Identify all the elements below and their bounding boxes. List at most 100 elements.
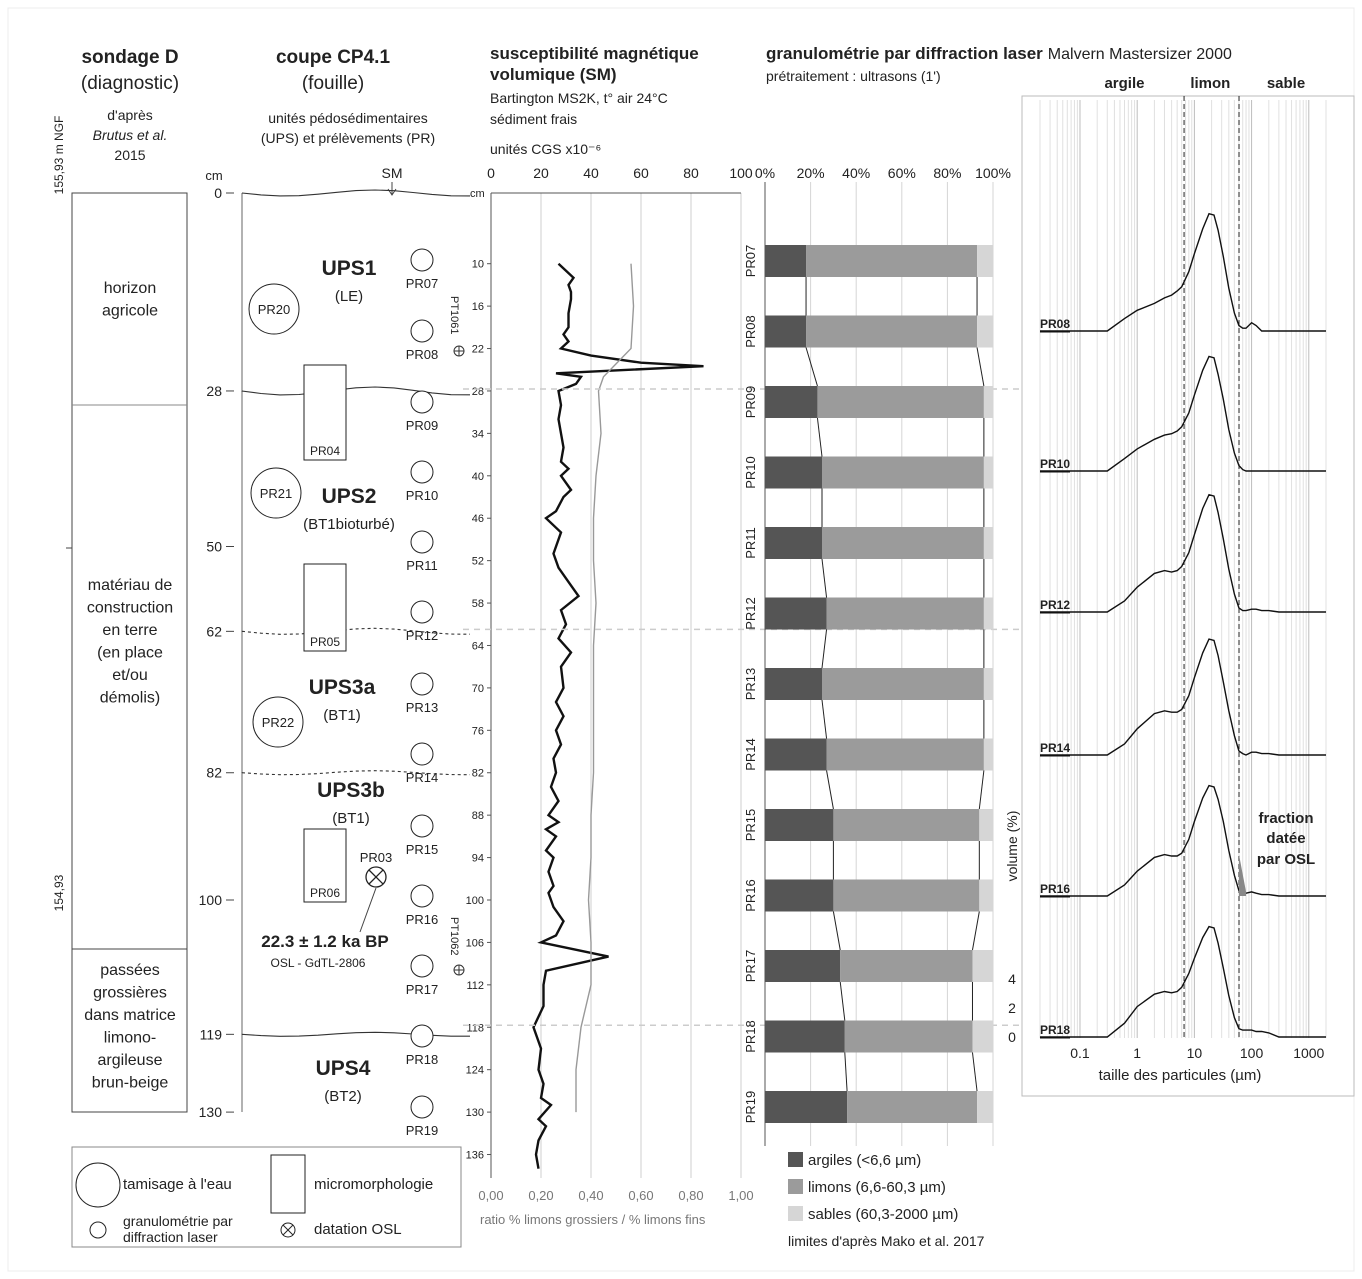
laser-sample-label: PR10 [406, 488, 439, 503]
sm-depth-tick-label: 100 [466, 895, 484, 907]
grain-connector [976, 347, 985, 387]
ups-name: UPS3a [309, 676, 376, 699]
pt1062-marker: PT1062 [448, 917, 465, 976]
sm-depth-tick-label: 52 [472, 556, 484, 568]
wet-sieve-sample-label: PR21 [260, 486, 293, 501]
ups-boundary [241, 386, 471, 396]
osl-sample: PR03 22.3 ± 1.2 ka BP OSL - GdTL-2806 [261, 850, 392, 970]
altitude-bottom: 154,93 [52, 874, 66, 911]
class-label: sable [1267, 75, 1305, 92]
wet-sieve-sample-label: PR20 [258, 302, 291, 317]
osl-fraction-label-1: fraction [1258, 810, 1313, 827]
ratio-bottom-tick: 0,40 [578, 1188, 603, 1203]
horizon-line: grossières [93, 984, 167, 1001]
laser-sample [410, 1095, 434, 1119]
sondage-d-box [71, 192, 188, 1113]
grain-legend-swatch [788, 1179, 803, 1194]
distribution-curve [1040, 925, 1326, 1038]
sm-depth-tick-label: 88 [472, 810, 484, 822]
grain-bar-segment [822, 456, 984, 489]
horizon-line: limono- [104, 1029, 156, 1046]
distribution-x-tick: 1000 [1293, 1045, 1324, 1061]
altitude-top: 155,93 m NGF [52, 116, 66, 195]
pt1062-label: PT1062 [448, 917, 460, 956]
distribution-curve-label: PR16 [1040, 882, 1070, 896]
ups-name: UPS3b [317, 779, 385, 802]
grain-bar-segment [822, 527, 984, 559]
grain-x-tick: 20% [797, 165, 825, 181]
sm-top-tick: 20 [533, 165, 549, 181]
grain-category-label: PR11 [743, 527, 758, 559]
depth-tick-label: 62 [206, 623, 222, 639]
horizon-construction: matériau de construction en terre (en place… [87, 577, 173, 707]
grain-size-chart: granulométrie par diffraction laser Malve… [743, 44, 1232, 1249]
sondage-d-ref-1: d'après [107, 107, 152, 123]
distribution-class-labels: argile limon sable [1104, 75, 1305, 92]
grain-bar-segment [765, 1091, 848, 1123]
class-label: argile [1104, 75, 1144, 92]
grain-bar-segment [983, 456, 993, 489]
sm-depth-tick-label: 10 [472, 259, 484, 271]
grain-chart-title: granulométrie par diffraction laser Malve… [766, 44, 1232, 63]
grain-category-label: PR15 [743, 809, 758, 842]
legend-wet-sieve: tamisage à l'eau [123, 1176, 232, 1193]
grain-bar-segment [983, 738, 993, 771]
ups-sub: (BT1) [323, 707, 361, 724]
grain-bar-segment [977, 1091, 993, 1123]
grain-x-ticks: 0% 20% 40% 60% 80% 100% [755, 165, 1011, 181]
volume-axis-label: volume (%) [1004, 811, 1020, 882]
distribution-frame [1021, 95, 1355, 1097]
sm-depth-tick-label: 22 [472, 344, 484, 356]
sondage-d-subtitle: (diagnostic) [81, 73, 179, 94]
distribution-curve-label: PR18 [1040, 1023, 1070, 1037]
sm-depth-unit: cm [470, 188, 485, 200]
depth-tick-label: 100 [199, 892, 223, 908]
sm-depth-tick-label: 118 [466, 1022, 484, 1034]
ups-sub: (BT2) [324, 1088, 362, 1105]
micromorphology-label: PR04 [310, 444, 340, 458]
laser-sample [410, 742, 434, 766]
depth-tick-label: 28 [206, 383, 222, 399]
laser-sample [410, 319, 434, 343]
grain-category-label: PR10 [743, 456, 758, 489]
legend-laser-2: diffraction laser [123, 1229, 218, 1245]
osl-sample-label: PR03 [360, 850, 393, 865]
grain-bar-segment [833, 879, 980, 912]
wet-sieve-sample [252, 696, 304, 748]
distribution-x-ticks: 0.1 1 10 100 1000 [1070, 1045, 1324, 1061]
grain-bar-segment [979, 879, 993, 912]
horizon-line: brun-beige [92, 1074, 169, 1091]
horizon-line: en terre [102, 622, 157, 639]
coupe-cp-column: coupe CP4.1 (fouille) unités pédosédimen… [199, 47, 471, 1138]
laser-sample [410, 248, 434, 272]
distribution-x-label: taille des particules (µm) [1099, 1067, 1262, 1084]
horizon-agricole: horizon agricole [102, 280, 158, 320]
laser-sample-label: PR14 [406, 770, 439, 785]
grain-bar-segment [765, 950, 841, 982]
laser-sample-label: PR13 [406, 700, 439, 715]
grain-connector [971, 911, 980, 951]
grain-bar-segment [983, 668, 993, 700]
grain-bar-segment [765, 315, 807, 348]
osl-marker [365, 866, 387, 888]
laser-sample [410, 600, 434, 624]
distribution-curve [1040, 638, 1326, 756]
grain-bar-segment [822, 668, 984, 700]
sm-depth-tick-label: 28 [472, 386, 484, 398]
horizon-line: matériau de [88, 577, 173, 594]
sm-depth-tick-label: 58 [472, 598, 484, 610]
sm-depth-tick-label: 16 [472, 301, 484, 313]
horizon-line: agricole [102, 302, 158, 319]
grain-note: limites d'après Mako et al. 2017 [788, 1233, 985, 1249]
distribution-curve-label: PR10 [1040, 457, 1070, 471]
sm-depth-ticks: 10 16 22 28 34 40 46 52 58 64 70 76 82 88 94 100 106 112 1… [466, 259, 491, 1162]
sm-chart-title-1: susceptibilité magnétique [490, 44, 699, 63]
grain-bar-segment [765, 738, 827, 771]
grain-x-tick: 0% [755, 165, 775, 181]
depth-tick-label: 0 [214, 185, 222, 201]
wet-sieve-sample [250, 467, 302, 519]
depth-unit-cm: cm [205, 168, 222, 183]
horizon-line: passées [100, 962, 160, 979]
distribution-curve-label: PR12 [1040, 598, 1070, 612]
